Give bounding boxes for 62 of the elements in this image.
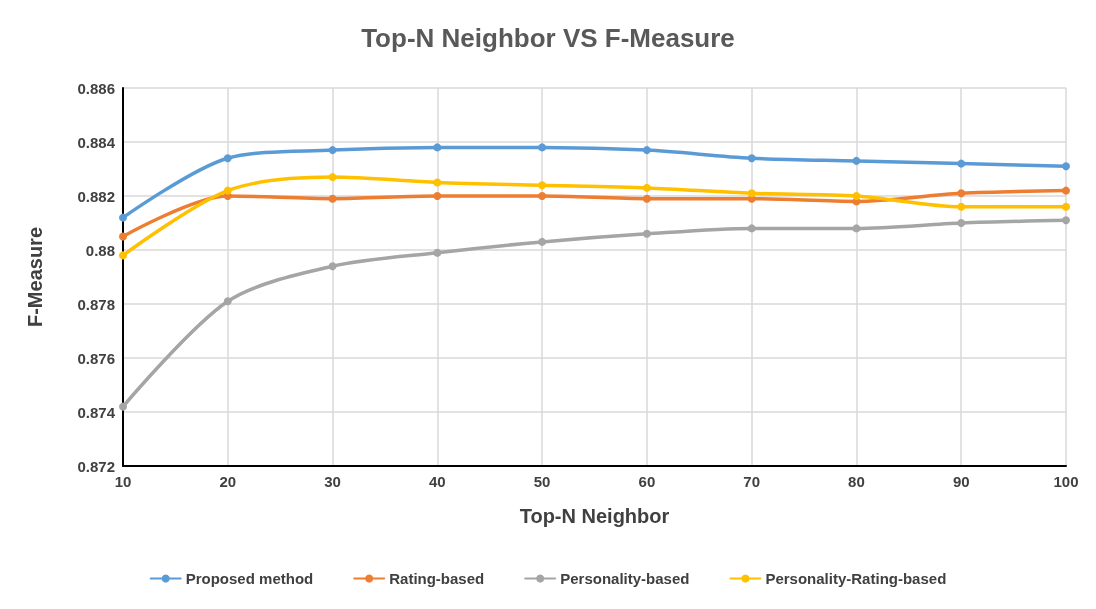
point [1062,202,1070,211]
point [852,156,861,165]
x-tick-label: 10 [114,473,132,490]
y-tick-label: 0.884 [77,133,116,151]
point [642,183,651,192]
x-axis-title: Top-N Neighbor [519,505,670,527]
legend-label: Rating-based [389,570,485,587]
point [538,237,547,246]
y-tick-label: 0.876 [77,349,115,367]
x-tick-label: 70 [743,473,761,490]
point [538,143,547,152]
point [328,194,337,203]
point [538,192,547,200]
y-tick-label: 0.88 [85,241,115,259]
chart-title: Top-N Neighbor VS F-Measure [361,23,735,53]
point [747,224,756,233]
point [119,232,127,241]
x-tick-label: 20 [219,473,237,490]
point [852,192,861,200]
point [223,186,232,195]
point [1062,162,1070,171]
y-tick-label: 0.886 [77,79,115,97]
point [433,143,442,152]
point [119,402,127,411]
y-tick-label: 0.878 [77,295,115,313]
x-tick-label: 90 [952,473,970,490]
y-tick-label: 0.882 [77,187,115,205]
x-tick-label: 60 [638,473,656,490]
point [747,154,756,163]
point [328,146,337,155]
x-tick-label: 40 [428,473,446,490]
x-tick-label: 100 [1053,473,1079,490]
point [852,224,861,233]
point [328,173,337,182]
point [119,251,127,260]
point [957,202,966,211]
y-tick-label: 0.874 [77,403,116,421]
y-axis-title: F-Measure [24,226,46,328]
point [328,262,337,271]
point [433,178,442,187]
point [223,154,232,163]
point [642,229,651,238]
point [1062,186,1070,195]
point [957,189,966,198]
point [747,189,756,198]
point [433,192,442,200]
x-tick-label: 80 [848,473,865,490]
y-tick-label: 0.872 [77,457,115,475]
point [119,213,127,222]
point [538,181,547,190]
legend-label: Proposed method [185,570,314,587]
legend-label: Personality-based [560,570,690,587]
point [957,159,966,168]
point [642,146,651,155]
point [433,248,442,257]
point [957,219,966,227]
point [1062,216,1070,225]
point [223,297,232,306]
point [642,194,651,203]
legend-label: Personality-Rating-based [765,570,947,587]
x-tick-label: 50 [533,473,551,490]
x-tick-label: 30 [324,473,341,490]
